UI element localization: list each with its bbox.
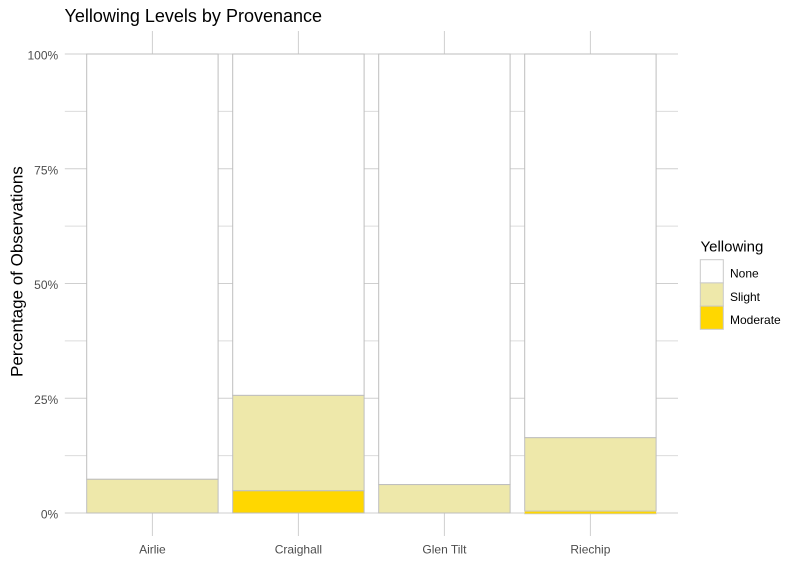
svg-text:0%: 0% <box>41 508 59 522</box>
svg-text:50%: 50% <box>34 278 58 292</box>
svg-text:75%: 75% <box>34 163 58 177</box>
svg-text:100%: 100% <box>27 49 58 63</box>
svg-text:Craighall: Craighall <box>275 543 322 557</box>
svg-text:Glen Tilt: Glen Tilt <box>422 543 467 557</box>
svg-text:Yellowing: Yellowing <box>701 239 764 256</box>
svg-text:Yellowing Levels by Provenance: Yellowing Levels by Provenance <box>65 6 323 26</box>
svg-text:25%: 25% <box>34 393 58 407</box>
svg-text:None: None <box>730 267 759 281</box>
svg-text:Airlie: Airlie <box>139 543 166 557</box>
svg-text:Slight: Slight <box>730 290 761 304</box>
svg-text:Percentage of Observations: Percentage of Observations <box>7 166 26 377</box>
svg-text:Riechip: Riechip <box>570 543 610 557</box>
svg-text:Moderate: Moderate <box>730 313 781 327</box>
